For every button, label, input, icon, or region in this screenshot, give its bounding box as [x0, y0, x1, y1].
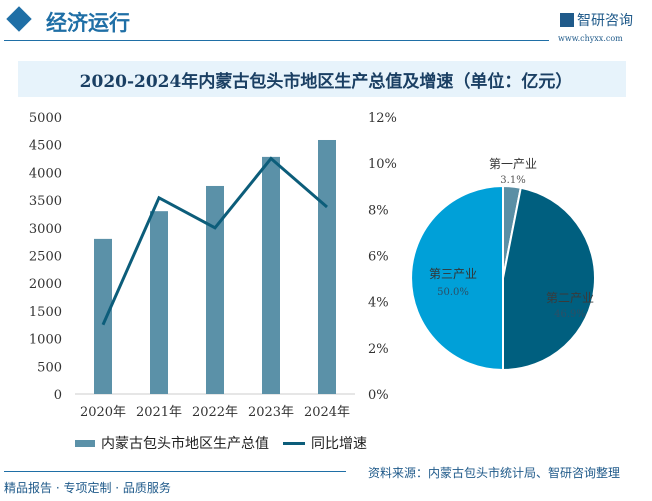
chart-svg: 0 500 1000 1500 2000 2500 3000 3500 4000 4500 5000… — [29, 111, 596, 420]
pie-label: 第三产业 — [429, 267, 477, 281]
pie-value-label: 46.9% — [554, 309, 586, 320]
right-tick-label: 0% — [368, 388, 389, 403]
growth-line — [101, 156, 328, 326]
footer-divider — [4, 471, 346, 472]
source-note: 资料来源：内蒙古包头市统计局、智研咨询整理 — [368, 466, 621, 480]
left-tick-label: 2000 — [29, 277, 62, 292]
bar — [150, 211, 168, 394]
left-tick-label: 4500 — [29, 139, 62, 154]
left-tick-label: 3000 — [29, 222, 62, 237]
right-tick-label: 8% — [368, 203, 389, 218]
section-title: 经济运行 — [46, 11, 130, 35]
logo-icon — [560, 13, 574, 27]
logo-url: www.chyxx.com — [558, 34, 623, 43]
x-tick-label: 2022年 — [192, 405, 238, 420]
x-tick-label: 2024年 — [304, 405, 350, 420]
bar — [206, 185, 224, 394]
x-tick-label: 2020年 — [80, 405, 126, 420]
left-tick-label: 4000 — [29, 166, 62, 181]
pie-label: 第二产业 — [546, 291, 594, 305]
right-tick-label: 4% — [368, 296, 389, 311]
pie-slice — [502, 186, 596, 372]
x-tick-label: 2021年 — [136, 405, 182, 420]
left-tick-label: 3500 — [29, 194, 62, 209]
title-band — [18, 61, 626, 97]
pie-slice — [410, 184, 504, 372]
legend-bar-label: 内蒙古包头市地区生产总值 — [101, 436, 269, 452]
bar — [94, 238, 112, 394]
chart-title: 2020-2024年内蒙古包头市地区生产总值及增速（单位：亿元） — [79, 72, 573, 92]
left-tick-label: 1000 — [29, 333, 62, 348]
left-tick-label: 500 — [37, 360, 62, 375]
pie-label: 第一产业 — [489, 157, 537, 171]
logo: 智研咨询 — [560, 10, 633, 30]
legend-line-label: 同比增速 — [311, 436, 367, 452]
left-tick-label: 5000 — [29, 111, 62, 126]
legend-bar-swatch — [75, 439, 95, 447]
right-tick-label: 12% — [368, 111, 397, 126]
left-tick-label: 1500 — [29, 305, 62, 320]
left-tick-label: 0 — [54, 388, 62, 403]
x-tick-label: 2023年 — [248, 405, 294, 420]
logo-text: 智研咨询 — [577, 13, 633, 29]
header-divider — [4, 40, 549, 41]
footer-slogan: 精品报告 · 专项定制 · 品质服务 — [4, 481, 171, 495]
pie-value-label: 3.1% — [500, 175, 525, 186]
bar — [262, 156, 280, 394]
right-tick-label: 10% — [368, 157, 397, 172]
legend: 内蒙古包头市地区生产总值 同比增速 — [75, 433, 367, 453]
right-tick-label: 2% — [368, 342, 389, 357]
left-tick-label: 2500 — [29, 250, 62, 265]
legend-line-swatch — [283, 441, 305, 445]
right-tick-label: 6% — [368, 250, 389, 265]
pie-value-label: 50.0% — [437, 287, 469, 298]
bar — [318, 139, 336, 394]
